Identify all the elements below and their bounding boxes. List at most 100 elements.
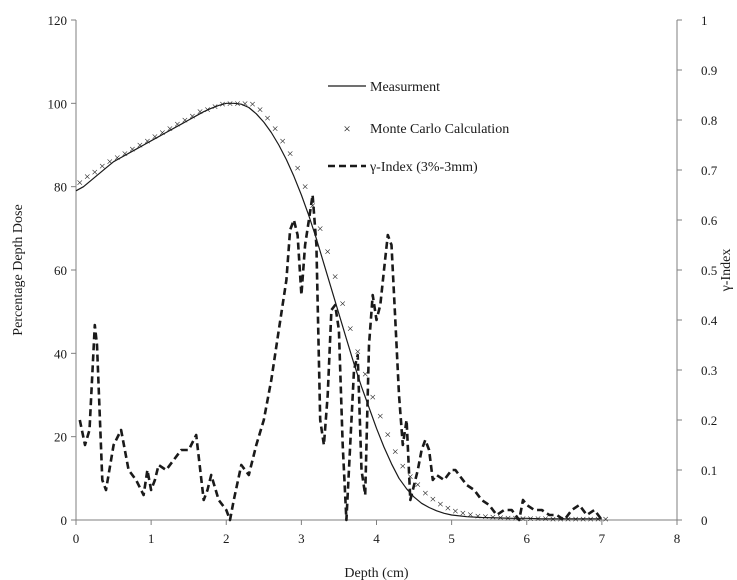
legend-label-gamma-index: γ-Index (3%-3mm) bbox=[369, 160, 478, 175]
x-axis-title: Depth (cm) bbox=[344, 566, 408, 580]
monte-carlo-point: × bbox=[467, 508, 474, 522]
y2-tick-label: 0.7 bbox=[701, 163, 718, 178]
series-monte-carlo: × × × × × × × × × × × × × × × × × × × × × × × × ××××××××××××××××… bbox=[76, 96, 609, 525]
legend-label-monte-carlo: Monte Carlo Calculation bbox=[370, 122, 509, 137]
monte-carlo-point: × bbox=[279, 134, 286, 148]
monte-carlo-point: × bbox=[505, 511, 512, 525]
legend-swatch-monte-carlo: × bbox=[343, 121, 350, 136]
monte-carlo-point: × bbox=[414, 478, 421, 492]
monte-carlo-point: × bbox=[114, 151, 121, 165]
monte-carlo-point: × bbox=[535, 511, 542, 525]
monte-carlo-point: × bbox=[362, 367, 369, 381]
monte-carlo-point: × bbox=[587, 512, 594, 526]
monte-carlo-point: × bbox=[550, 512, 557, 526]
y-tick-label: 80 bbox=[54, 180, 67, 195]
monte-carlo-point: × bbox=[219, 97, 226, 111]
monte-carlo-point: × bbox=[182, 113, 189, 127]
monte-carlo-point: × bbox=[167, 121, 174, 135]
y2-tick-label: 0 bbox=[701, 513, 708, 528]
plot-area: × × × × × × × × × × × × × × × × × × × × × × × × ××××××××××××××××… bbox=[75, 96, 609, 526]
monte-carlo-point: × bbox=[332, 269, 339, 283]
monte-carlo-point: × bbox=[347, 321, 354, 335]
monte-carlo-point: × bbox=[257, 103, 264, 117]
monte-carlo-point: × bbox=[490, 510, 497, 524]
monte-carlo-point: × bbox=[429, 492, 436, 506]
y-axis-right-title: γ-Index bbox=[719, 249, 734, 293]
monte-carlo-point: × bbox=[392, 444, 399, 458]
y-tick-label: 60 bbox=[54, 263, 67, 278]
monte-carlo-point: × bbox=[384, 428, 391, 442]
y2-tick-label: 0.5 bbox=[701, 263, 717, 278]
y-axis-left-ticks: 0 20 40 60 80 100 120 bbox=[48, 13, 76, 528]
legend: Measurment × Monte Carlo Calculation γ-I… bbox=[328, 80, 509, 175]
monte-carlo-point: × bbox=[99, 159, 106, 173]
monte-carlo-point: × bbox=[422, 486, 429, 500]
monte-carlo-point: × bbox=[272, 121, 279, 135]
monte-carlo-point: × bbox=[399, 459, 406, 473]
monte-carlo-point: × bbox=[520, 511, 527, 525]
x-tick-label: 8 bbox=[674, 531, 681, 546]
monte-carlo-point: × bbox=[294, 161, 301, 175]
series-gamma-index-line bbox=[78, 193, 603, 522]
monte-carlo-point: × bbox=[369, 390, 376, 404]
y2-tick-label: 1 bbox=[701, 13, 708, 28]
x-tick-label: 6 bbox=[524, 531, 531, 546]
monte-carlo-point: × bbox=[354, 344, 361, 358]
y2-tick-label: 0.3 bbox=[701, 363, 717, 378]
x-tick-label: 7 bbox=[599, 531, 606, 546]
legend-label-measurment: Measurment bbox=[370, 80, 440, 95]
monte-carlo-point: × bbox=[76, 176, 83, 190]
monte-carlo-point: × bbox=[377, 409, 384, 423]
x-tick-label: 3 bbox=[298, 531, 305, 546]
x-tick-label: 0 bbox=[73, 531, 80, 546]
monte-carlo-point: × bbox=[287, 146, 294, 160]
y-tick-label: 100 bbox=[48, 96, 68, 111]
series-measurment-line bbox=[75, 102, 602, 520]
monte-carlo-point: × bbox=[452, 504, 459, 518]
y-tick-label: 20 bbox=[54, 430, 67, 445]
monte-carlo-point: × bbox=[595, 512, 602, 526]
y-tick-label: 0 bbox=[61, 513, 68, 528]
monte-carlo-point: × bbox=[407, 469, 414, 483]
x-tick-label: 2 bbox=[223, 531, 230, 546]
y-axis-right-ticks: 0 0.1 0.2 0.3 0.4 0.5 0.6 0.7 0.8 0.9 1 bbox=[677, 13, 718, 528]
monte-carlo-point: × bbox=[136, 138, 143, 152]
monte-carlo-point: × bbox=[317, 221, 324, 235]
y2-tick-label: 0.6 bbox=[701, 213, 718, 228]
monte-carlo-point: × bbox=[602, 512, 609, 526]
monte-carlo-point: × bbox=[234, 96, 241, 110]
monte-carlo-point: × bbox=[527, 511, 534, 525]
y2-tick-label: 0.1 bbox=[701, 463, 717, 478]
monte-carlo-point: × bbox=[249, 97, 256, 111]
monte-carlo-point: × bbox=[106, 155, 113, 169]
y-tick-label: 40 bbox=[54, 346, 67, 361]
monte-carlo-point: × bbox=[437, 497, 444, 511]
monte-carlo-point: × bbox=[497, 511, 504, 525]
monte-carlo-point: × bbox=[580, 512, 587, 526]
monte-carlo-point: × bbox=[309, 198, 316, 212]
x-axis-ticks: 0 1 2 3 4 5 6 7 8 bbox=[73, 520, 681, 546]
y2-tick-label: 0.8 bbox=[701, 113, 717, 128]
monte-carlo-point: × bbox=[512, 511, 519, 525]
monte-carlo-point: × bbox=[174, 117, 181, 131]
monte-carlo-point: × bbox=[197, 105, 204, 119]
monte-carlo-point: × bbox=[302, 180, 309, 194]
x-tick-label: 1 bbox=[148, 531, 155, 546]
monte-carlo-point: × bbox=[144, 134, 151, 148]
monte-carlo-point: × bbox=[212, 99, 219, 113]
monte-carlo-point: × bbox=[565, 512, 572, 526]
y2-tick-label: 0.9 bbox=[701, 63, 717, 78]
monte-carlo-point: × bbox=[572, 512, 579, 526]
monte-carlo-point: × bbox=[129, 142, 136, 156]
x-tick-label: 4 bbox=[373, 531, 380, 546]
x-tick-label: 5 bbox=[448, 531, 455, 546]
y2-tick-label: 0.4 bbox=[701, 313, 718, 328]
monte-carlo-point: × bbox=[121, 146, 128, 160]
monte-carlo-point: × bbox=[242, 96, 249, 110]
monte-carlo-point: × bbox=[159, 126, 166, 140]
monte-carlo-point: × bbox=[475, 509, 482, 523]
monte-carlo-point: × bbox=[189, 109, 196, 123]
monte-carlo-point: × bbox=[444, 501, 451, 515]
y2-tick-label: 0.2 bbox=[701, 413, 717, 428]
